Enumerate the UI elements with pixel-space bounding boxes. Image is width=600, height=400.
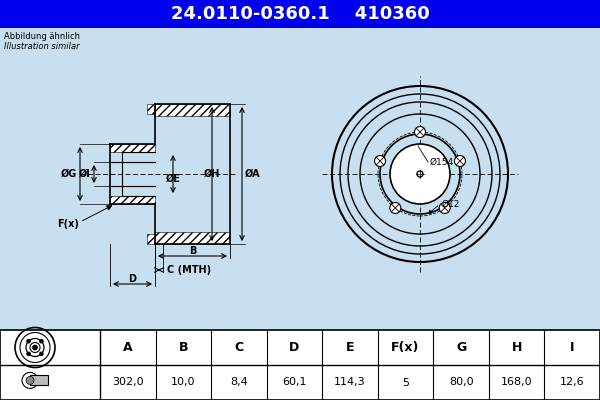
Bar — [155, 232, 230, 244]
Circle shape — [454, 156, 466, 166]
Text: 10,0: 10,0 — [171, 378, 196, 388]
Text: D: D — [128, 274, 137, 284]
Text: F(x): F(x) — [57, 219, 79, 229]
Bar — [155, 104, 230, 116]
Bar — [30, 375, 48, 386]
Text: E: E — [346, 341, 354, 354]
Text: 8,4: 8,4 — [230, 378, 248, 388]
Circle shape — [26, 376, 34, 384]
Text: B: B — [179, 341, 188, 354]
Circle shape — [439, 202, 450, 214]
Text: ØE: ØE — [166, 174, 181, 184]
Text: H: H — [511, 341, 522, 354]
Text: Ø12: Ø12 — [442, 200, 460, 208]
Circle shape — [22, 372, 38, 388]
Text: D: D — [289, 341, 299, 354]
Text: A: A — [123, 341, 133, 354]
Circle shape — [26, 352, 31, 356]
Text: G: G — [456, 341, 466, 354]
Text: ØG: ØG — [61, 169, 77, 179]
Text: ØA: ØA — [245, 169, 260, 179]
Bar — [147, 234, 155, 244]
Circle shape — [417, 171, 423, 177]
Text: Abbildung ähnlich: Abbildung ähnlich — [4, 32, 80, 41]
Circle shape — [390, 144, 450, 204]
Text: 114,3: 114,3 — [334, 378, 366, 388]
Circle shape — [40, 352, 43, 356]
Text: Illustration similar: Illustration similar — [4, 42, 80, 51]
Text: F(x): F(x) — [391, 341, 420, 354]
Text: 12,6: 12,6 — [560, 378, 584, 388]
Bar — [110, 196, 155, 204]
Text: ØH: ØH — [204, 169, 220, 179]
Text: C (MTH): C (MTH) — [167, 265, 211, 275]
Circle shape — [415, 126, 425, 138]
Text: 5: 5 — [402, 378, 409, 388]
Circle shape — [26, 339, 31, 343]
Bar — [0, 28, 600, 330]
Text: B: B — [189, 246, 196, 256]
Text: C: C — [235, 341, 244, 354]
Bar — [0, 0, 600, 28]
Text: 302,0: 302,0 — [112, 378, 143, 388]
Text: I: I — [570, 341, 574, 354]
Text: 60,1: 60,1 — [282, 378, 307, 388]
Circle shape — [40, 339, 43, 343]
Circle shape — [374, 156, 386, 166]
Text: 168,0: 168,0 — [501, 378, 532, 388]
Text: 80,0: 80,0 — [449, 378, 473, 388]
Text: Ø154: Ø154 — [430, 158, 454, 166]
Circle shape — [390, 202, 401, 214]
Text: ØI: ØI — [79, 169, 91, 179]
Circle shape — [32, 345, 37, 350]
Bar — [110, 144, 155, 152]
Bar — [0, 330, 600, 400]
Text: 24.0110-0360.1    410360: 24.0110-0360.1 410360 — [170, 5, 430, 23]
Bar — [147, 104, 155, 114]
